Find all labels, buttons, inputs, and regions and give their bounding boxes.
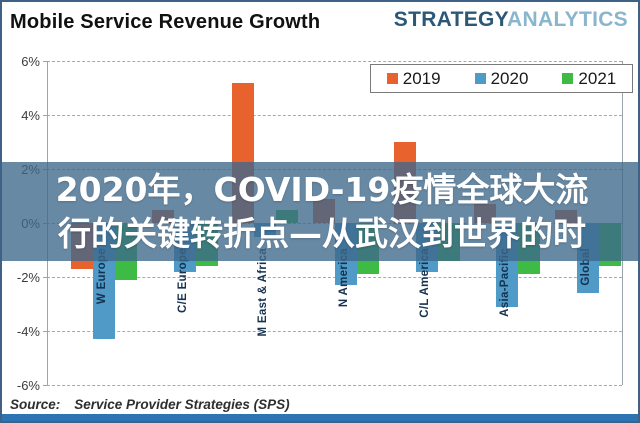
- chart-legend: 2019 2020 2021: [370, 64, 633, 93]
- x-axis-label-m-east-africa: M East & Africa: [257, 248, 270, 337]
- y-axis-label-4: -4%: [16, 324, 40, 339]
- legend-label-2019: 2019: [402, 68, 441, 88]
- legend-item-2019: 2019: [386, 68, 441, 89]
- gridline-4: [47, 331, 622, 332]
- legend-swatch-2019: [386, 73, 398, 84]
- legend-swatch-2021: [562, 73, 574, 84]
- y-axis-label-6: -6%: [16, 378, 40, 393]
- y-axis-label-6: 6%: [21, 54, 40, 69]
- gridline-6: [47, 61, 622, 62]
- y-axis-label-4: 4%: [21, 108, 40, 123]
- legend-label-2021: 2021: [578, 68, 617, 88]
- overlay-text-line-2: 行的关键转折点—从武汉到世界的时: [58, 213, 586, 253]
- strategy-analytics-logo: STRATEGYANALYTICS: [394, 8, 628, 32]
- source-text: Service Provider Strategies (SPS): [74, 397, 290, 412]
- chinese-text-overlay-banner: 2020年，COVID-19疫情全球大流 行的关键转折点—从武汉到世界的时: [2, 162, 638, 261]
- y-axis-tick-mark: [43, 385, 47, 386]
- chart-title: Mobile Service Revenue Growth: [10, 11, 321, 33]
- gridline-4: [47, 115, 622, 116]
- gridline-2: [47, 277, 622, 278]
- bottom-blue-strip: [2, 414, 638, 421]
- y-axis-label-2: -2%: [16, 270, 40, 285]
- source-citation: Source: Service Provider Strategies (SPS): [10, 397, 290, 412]
- gridline-6: [47, 385, 622, 386]
- overlay-text-line-1: 2020年，COVID-19疫情全球大流: [55, 169, 589, 209]
- y-axis-tick-mark: [43, 115, 47, 116]
- y-axis-tick-mark: [43, 331, 47, 332]
- y-axis-tick-mark: [43, 277, 47, 278]
- logo-part-analytics: ANALYTICS: [507, 8, 628, 31]
- y-axis-tick-mark: [43, 61, 47, 62]
- chart-header: Mobile Service Revenue Growth STRATEGYAN…: [2, 2, 638, 50]
- legend-item-2020: 2020: [474, 68, 529, 89]
- legend-label-2020: 2020: [490, 68, 529, 88]
- logo-part-strategy: STRATEGY: [393, 8, 508, 31]
- source-label: Source:: [10, 397, 61, 412]
- legend-item-2021: 2021: [562, 69, 616, 89]
- legend-swatch-2020: [474, 73, 486, 84]
